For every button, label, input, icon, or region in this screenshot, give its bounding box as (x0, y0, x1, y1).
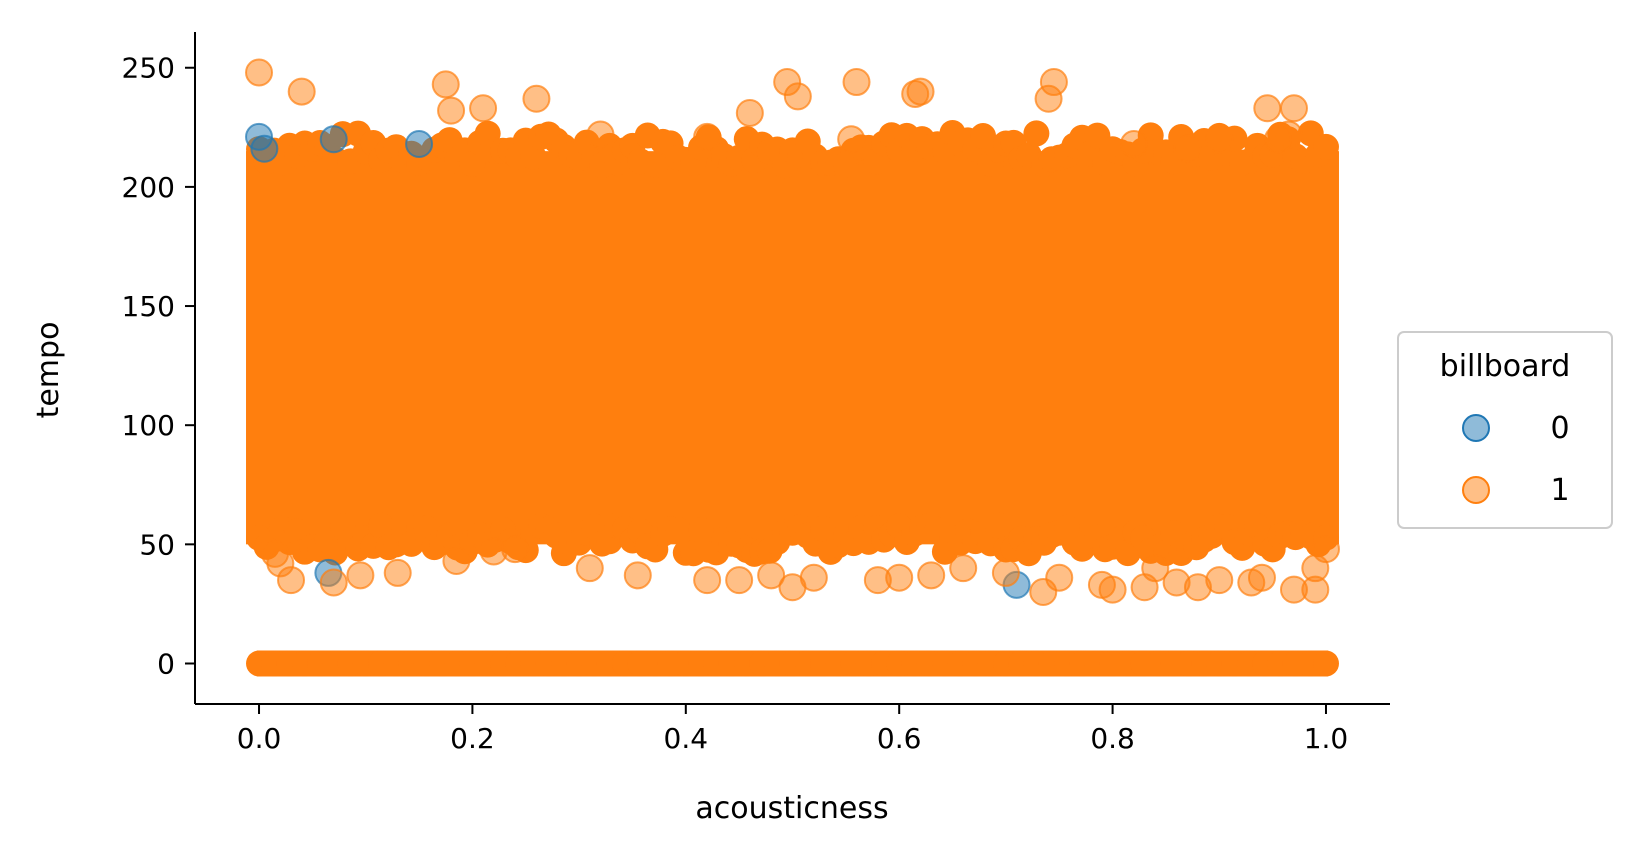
y-tick-label-2: 100 (122, 409, 175, 442)
scatter-point-series-1 (1301, 554, 1330, 583)
scatter-point-series-1 (1263, 125, 1292, 154)
scatter-point-series-1 (1247, 563, 1276, 592)
legend-marker-1 (1462, 476, 1490, 504)
scatter-point-series-1 (431, 70, 460, 99)
scatter-point-series-1 (837, 125, 866, 154)
y-tick-label-3: 150 (122, 290, 175, 323)
legend-label-0: 0 (1550, 411, 1569, 446)
legend: billboard 0 1 (1397, 331, 1613, 529)
scatter-point-series-0 (250, 134, 279, 163)
scatter-point-series-1 (319, 568, 348, 597)
x-tick-label-2: 0.4 (664, 722, 709, 755)
y-tick-label-4: 200 (122, 171, 175, 204)
scatter-point-series-1 (437, 96, 466, 125)
scatter-point-series-1 (469, 94, 498, 123)
scatter-point-series-1 (586, 120, 615, 149)
scatter-point-series-1 (287, 77, 316, 106)
scatter-point-series-1 (1039, 68, 1068, 97)
scatter-point-series-1 (917, 561, 946, 590)
band-edge-bottom (985, 512, 1012, 539)
axes (194, 32, 1390, 705)
legend-label-1: 1 (1550, 473, 1569, 508)
y-tick-label-0: 0 (157, 647, 175, 680)
scatter-point-series-1 (442, 547, 471, 576)
scatter-point-series-0 (405, 130, 434, 158)
scatter-point-series-1 (757, 561, 786, 590)
dense-band-core (246, 151, 1339, 545)
band-edge-bottom (688, 517, 715, 544)
x-tick-label-5: 1.0 (1304, 722, 1349, 755)
y-axis-label: tempo (31, 322, 66, 419)
scatter-point-series-0 (319, 125, 348, 154)
band-edge-top (1023, 120, 1050, 147)
scatter-point-series-1 (1279, 94, 1308, 123)
scatter-point-series-1 (725, 566, 754, 595)
scatter-point-series-1 (1253, 94, 1282, 123)
scatter-point-series-1 (1119, 130, 1148, 158)
scatter-point-series-1 (949, 554, 978, 583)
x-tick-label-0: 0.0 (237, 722, 282, 755)
band-edge-top (642, 151, 669, 178)
scatter-point-series-1 (735, 99, 764, 128)
scatter-point-series-1 (575, 554, 604, 583)
scatter-point-series-1 (783, 82, 812, 111)
band-edge-top (1312, 133, 1339, 160)
x-tick-label-1: 0.2 (450, 722, 495, 755)
y-tick-label-1: 50 (139, 528, 175, 561)
scatter-point-series-1 (799, 563, 828, 592)
x-tick-label-3: 0.6 (877, 722, 922, 755)
scatter-point-series-1 (501, 535, 530, 564)
legend-title: billboard (1440, 349, 1571, 384)
scatter-point-series-1 (1098, 575, 1127, 604)
zero-tempo-point (1312, 650, 1339, 677)
scatter-point-series-1 (1205, 566, 1234, 595)
legend-marker-0 (1462, 414, 1490, 442)
scatter-point-series-1 (245, 58, 274, 87)
scatter-point-series-1 (906, 77, 935, 106)
scatter-point-series-1 (693, 566, 722, 595)
x-axis-label: acousticness (695, 791, 888, 826)
band-edge-bottom (809, 515, 836, 542)
scatter-point-series-1 (1205, 125, 1234, 154)
x-tick-label-4: 0.8 (1090, 722, 1135, 755)
x-ticks: 0.0 0.2 0.4 0.6 0.8 1.0 (237, 704, 1348, 755)
scatter-point-series-1 (991, 558, 1020, 587)
scatter-point-series-1 (266, 549, 295, 578)
scatter-point-series-1 (1141, 554, 1170, 583)
scatter-point-series-1 (623, 561, 652, 590)
scatter-point-series-1 (842, 68, 871, 97)
scatter-point-series-1 (885, 563, 914, 592)
scatter-point-series-1 (1173, 134, 1202, 163)
scatter-points (245, 58, 1340, 606)
legend-entry-1: 1 (1462, 473, 1570, 508)
scatter-point-series-1 (693, 122, 722, 151)
band-edge-bottom (367, 512, 394, 539)
scatter-point-series-1 (383, 558, 412, 587)
y-ticks: 0 50 100 150 200 250 (122, 52, 195, 680)
legend-entry-0: 0 (1462, 411, 1570, 446)
y-tick-label-5: 250 (122, 52, 175, 85)
scatter-point-series-1 (1045, 563, 1074, 592)
band-edge-bottom (665, 517, 692, 544)
legend-frame (1397, 331, 1613, 529)
band-edge-top (520, 143, 547, 170)
scatter-point-series-1 (522, 84, 551, 113)
band-edge-top (459, 150, 486, 177)
scatter-point-series-1 (346, 561, 375, 590)
